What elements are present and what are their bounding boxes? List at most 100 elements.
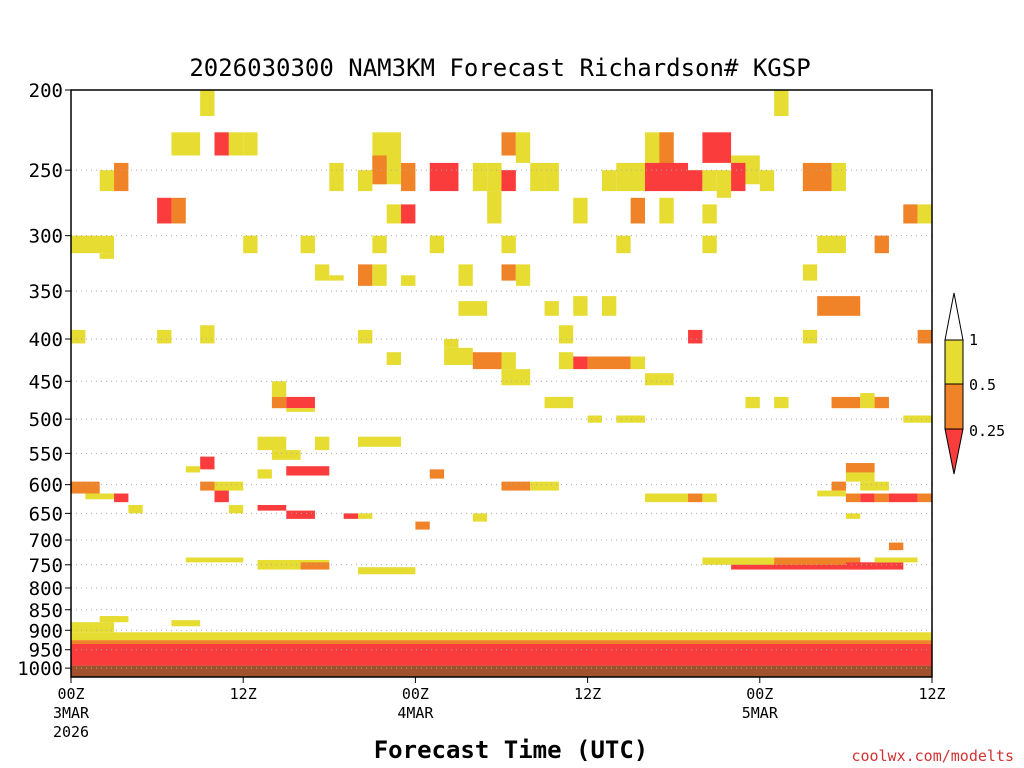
cell-141 [688, 493, 703, 503]
cell-119 [214, 490, 229, 503]
cell-128 [888, 493, 918, 503]
cell-105 [314, 436, 330, 451]
y-tick-label-350: 350 [29, 281, 63, 303]
y-tick-label-300: 300 [29, 226, 63, 248]
band-2 [71, 632, 932, 641]
cell-83 [501, 352, 516, 370]
cell-46 [71, 235, 115, 254]
cell-2 [171, 132, 201, 156]
cell-132 [257, 505, 287, 511]
cell-38 [401, 204, 416, 224]
cell-26 [501, 170, 516, 192]
x-tick-date-2: 4MAR [397, 704, 434, 722]
heatmap-cells [71, 90, 932, 677]
cell-24 [472, 162, 488, 192]
cell-69 [601, 296, 617, 316]
cell-55 [817, 235, 846, 254]
y-tick-label-850: 850 [29, 600, 63, 622]
x-tick-label-1: 12Z [230, 685, 257, 703]
cell-37 [386, 204, 402, 224]
cell-36 [171, 197, 186, 224]
cell-88 [501, 369, 531, 386]
cell-74 [358, 329, 373, 344]
cell-22 [401, 162, 416, 192]
cell-32 [759, 170, 775, 192]
y-tick-label-800: 800 [29, 578, 63, 600]
x-tick-label-3: 12Z [574, 685, 601, 703]
cell-15 [616, 162, 645, 192]
cell-114 [71, 481, 100, 494]
cell-120 [501, 481, 531, 491]
cell-90 [271, 381, 287, 397]
cell-57 [314, 264, 330, 281]
cell-80 [386, 352, 402, 365]
cell-47 [99, 253, 115, 259]
cell-139 [888, 542, 904, 551]
cell-96 [774, 396, 789, 409]
cell-49 [300, 235, 315, 254]
cell-18 [99, 170, 115, 192]
cell-94 [544, 396, 574, 409]
cell-84 [558, 352, 574, 370]
cell-82 [472, 352, 502, 370]
cell-76 [558, 325, 574, 344]
cell-77 [688, 329, 703, 344]
colorbar-legend: 1 0.5 0.25 [944, 292, 1005, 475]
cell-127 [874, 493, 889, 503]
cell-27 [530, 162, 545, 192]
y-tick-label-200: 200 [29, 80, 63, 102]
cell-126 [860, 493, 875, 503]
cell-110 [286, 466, 330, 476]
legend-top-arrow [944, 292, 964, 341]
cell-133 [286, 510, 315, 519]
x-axis-label: Forecast Time (UTC) [374, 736, 649, 764]
cell-61 [401, 275, 416, 286]
cell-70 [817, 296, 861, 316]
cell-3 [214, 132, 229, 156]
cell-67 [544, 301, 559, 316]
legend-label-2: 0.25 [969, 422, 1005, 440]
y-tick-label-1000: 1000 [17, 658, 63, 680]
cell-109 [257, 469, 272, 479]
cell-23 [429, 162, 459, 192]
chart-title: 2026030300 NAM3KM Forecast Richardson# K… [189, 54, 810, 82]
cell-78 [802, 329, 818, 344]
band-3 [71, 622, 115, 633]
cell-86 [587, 356, 631, 370]
ground-fill [71, 665, 932, 677]
cell-140 [645, 493, 689, 503]
cell-124 [860, 481, 889, 491]
cell-92 [286, 396, 315, 409]
cell-138 [845, 513, 861, 519]
cell-102 [903, 415, 932, 423]
cell-79 [917, 329, 932, 344]
cell-30 [702, 170, 717, 192]
cell-29 [601, 170, 617, 192]
cell-72 [157, 329, 172, 344]
x-tick-date-4: 5MAR [742, 704, 779, 722]
cell-117 [200, 481, 215, 491]
cell-43 [702, 204, 717, 224]
cell-21 [358, 170, 373, 192]
cell-48 [243, 235, 258, 254]
x-tick-label-4: 00Z [746, 685, 773, 703]
cell-108 [185, 466, 201, 473]
cell-63 [501, 264, 516, 281]
x-tick-label-0: 00Z [57, 685, 84, 703]
cell-66 [458, 301, 488, 316]
cell-65 [802, 264, 818, 281]
cell-20 [329, 162, 344, 192]
cell-39 [487, 191, 502, 224]
cell-45 [917, 204, 932, 224]
cell-44 [903, 204, 918, 224]
cell-100 [587, 415, 602, 423]
y-tick-label-550: 550 [29, 443, 63, 465]
band-1 [71, 640, 932, 644]
cell-122 [831, 481, 846, 491]
band-4 [99, 616, 129, 623]
cell-1 [774, 90, 789, 116]
legend-bin-low [944, 428, 964, 475]
y-tick-label-400: 400 [29, 329, 63, 351]
y-tick-label-950: 950 [29, 640, 63, 662]
